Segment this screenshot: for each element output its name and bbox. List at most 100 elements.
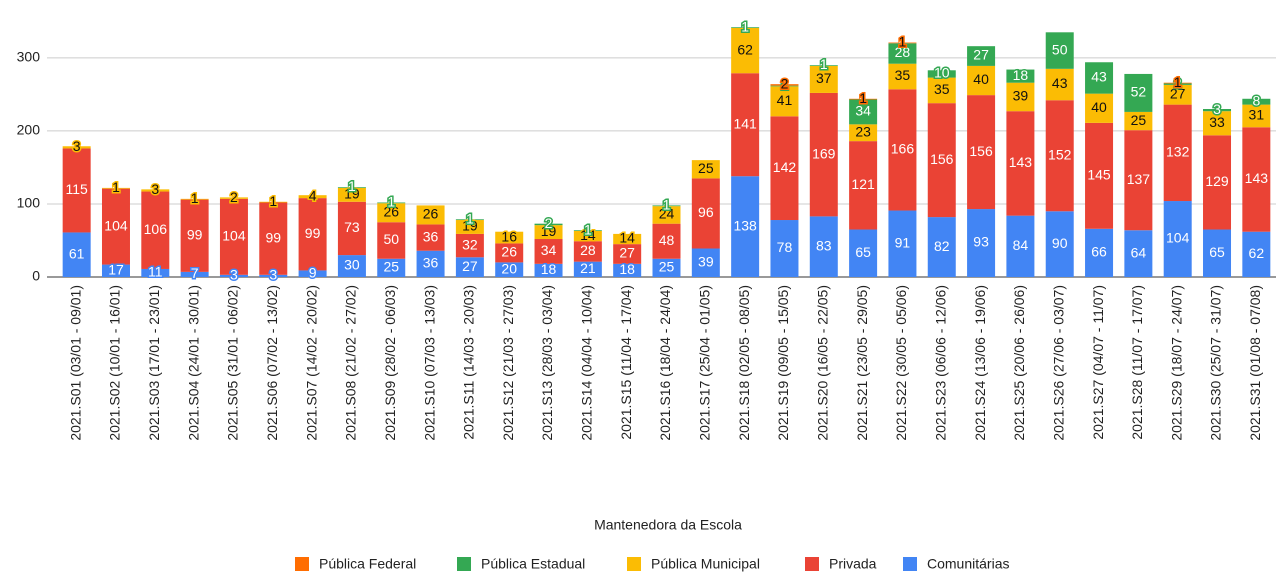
- bar-segment: [259, 274, 288, 277]
- data-label: 1: [269, 193, 277, 209]
- bar-segment: [495, 243, 524, 263]
- data-label: 73: [344, 219, 360, 235]
- data-label: 1: [466, 210, 474, 226]
- x-tick-label: 2021.S23 (06/06 - 12/06): [932, 285, 948, 441]
- data-label: 83: [816, 237, 832, 253]
- bar-segment: [1163, 83, 1192, 85]
- bar-segment: [377, 258, 406, 277]
- data-label: 166: [891, 141, 915, 157]
- data-label: 14: [580, 227, 596, 243]
- data-label: 1: [191, 190, 199, 206]
- bar-segment: [1045, 211, 1074, 277]
- bar-segment: [1203, 111, 1232, 136]
- data-label: 40: [973, 71, 989, 87]
- bar-segment: [141, 189, 170, 192]
- y-tick-label: 0: [32, 268, 40, 284]
- bar-segment: [967, 65, 996, 96]
- data-label: 14: [619, 230, 635, 246]
- data-label: 36: [423, 255, 439, 271]
- bar-segment: [298, 198, 327, 271]
- bar-segment: [337, 187, 366, 188]
- data-label: 1: [348, 178, 356, 194]
- bar-segment: [416, 250, 445, 277]
- data-label: 34: [541, 242, 557, 258]
- data-label: 156: [930, 151, 954, 167]
- x-tick-label: 2021.S07 (14/02 - 20/02): [303, 285, 319, 441]
- bar-segment: [1163, 82, 1192, 84]
- data-label: 3: [1213, 101, 1221, 117]
- x-tick-label: 2021.S13 (28/03 - 03/04): [539, 285, 555, 441]
- data-label: 1: [663, 196, 671, 212]
- bar-segment: [534, 223, 563, 226]
- data-label: 4: [309, 187, 317, 203]
- bar-segment: [337, 187, 366, 202]
- bar-segment: [455, 219, 484, 221]
- bar-segment: [573, 261, 602, 277]
- data-label: 24: [659, 206, 675, 222]
- data-label: 34: [855, 103, 871, 119]
- legend-label: Pública Federal: [319, 556, 416, 572]
- data-label: 25: [659, 259, 675, 275]
- bar-segment: [219, 197, 248, 199]
- data-label: 1: [859, 90, 867, 106]
- bar-segment: [770, 220, 799, 277]
- legend-label: Privada: [829, 556, 877, 572]
- bar-segment: [1085, 228, 1114, 277]
- bar-segment: [888, 63, 917, 90]
- bar-segment: [613, 244, 642, 264]
- bar-segment: [1242, 231, 1271, 277]
- data-label: 96: [698, 204, 714, 220]
- bar-segment: [849, 99, 878, 125]
- data-label: 90: [1052, 235, 1068, 251]
- bar-segment: [1163, 201, 1192, 277]
- x-tick-label: 2021.S01 (03/01 - 09/01): [67, 285, 83, 441]
- bar-segment: [1203, 229, 1232, 277]
- data-label: 138: [733, 217, 757, 233]
- data-label: 143: [1009, 154, 1033, 170]
- bar-segment: [1242, 127, 1271, 232]
- data-label: 82: [934, 238, 950, 254]
- x-tick-label: 2021.S26 (27/06 - 03/07): [1050, 285, 1066, 441]
- bar-segment: [1124, 111, 1153, 131]
- data-label: 23: [855, 123, 871, 139]
- x-tick-label: 2021.S06 (07/02 - 13/02): [264, 285, 280, 441]
- data-label: 26: [501, 244, 517, 260]
- data-label: 3: [230, 267, 238, 283]
- data-label: 64: [1131, 244, 1147, 260]
- bar-segment: [770, 86, 799, 117]
- data-label: 104: [222, 228, 246, 244]
- data-label: 25: [1131, 112, 1147, 128]
- bar-segment: [101, 264, 130, 277]
- data-label: 1: [899, 34, 907, 50]
- bar-segment: [180, 198, 209, 200]
- legend-label: Comunitárias: [927, 556, 1009, 572]
- data-label: 141: [733, 115, 757, 131]
- bar-segment: [141, 191, 170, 269]
- bar-segment: [1124, 130, 1153, 231]
- data-label: 104: [104, 217, 128, 233]
- bar-segment: [573, 241, 602, 262]
- bar-segment: [1242, 98, 1271, 105]
- bar-segment: [259, 201, 288, 203]
- data-label: 16: [501, 228, 517, 244]
- data-label: 9: [309, 264, 317, 280]
- bar-segment: [337, 255, 366, 277]
- bar-segment: [927, 77, 956, 104]
- data-label: 1: [781, 77, 789, 93]
- data-label: 50: [383, 231, 399, 247]
- bar-segment: [101, 187, 130, 189]
- data-label: 26: [423, 206, 439, 222]
- bar-segment: [573, 230, 602, 231]
- data-label: 43: [1091, 69, 1107, 85]
- data-label: 11: [148, 264, 163, 280]
- x-tick-label: 2021.S10 (07/03 - 13/03): [421, 285, 437, 441]
- bar-segment: [455, 257, 484, 277]
- data-label: 25: [698, 160, 714, 176]
- data-label: 106: [144, 221, 168, 237]
- x-tick-label: 2021.S25 (20/06 - 26/06): [1011, 285, 1027, 441]
- data-label: 27: [1170, 85, 1186, 101]
- bar-segment: [652, 223, 681, 259]
- x-tick-label: 2021.S02 (10/01 - 16/01): [107, 285, 123, 441]
- bar-segment: [1045, 68, 1074, 101]
- bar-segment: [1006, 69, 1035, 83]
